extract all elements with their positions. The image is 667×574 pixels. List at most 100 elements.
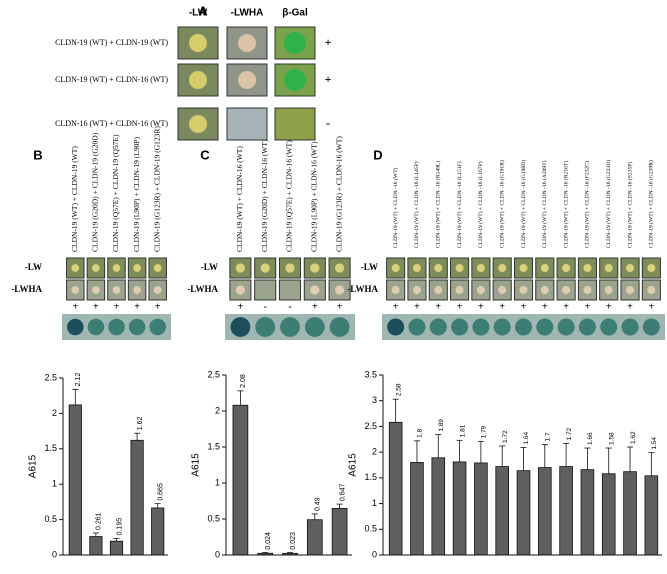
bar [130,439,144,556]
beta-gal-colony [108,318,125,336]
beta-gal-colony [642,318,660,336]
colony [133,264,141,272]
beta-gal-colony [255,317,276,337]
category-label: CLDN-19 (WT) + CLDN -16 (L167P) [477,161,484,248]
growth-sign: + [93,301,99,312]
value-label: 1.64 [523,431,530,444]
colony [260,263,270,273]
colony [112,264,121,272]
colony [310,263,320,273]
category-label: CLDN-19 (WT) + CLDN -16 (L145P) [413,161,420,248]
result: + [325,72,332,86]
growth-sign: + [627,301,633,312]
beta-gal-colony [387,318,405,336]
category-label: CLDN-19 (G123R) + CLDN-16 (WT) [334,136,343,252]
plate-row-label: -LWHA [347,284,378,294]
y-tick-label: 0 [372,549,377,559]
value-label: 0.647 [339,483,346,501]
growth-sign: + [114,301,120,312]
y-axis-label: A615 [28,454,39,478]
beta-gal-colony [578,318,596,336]
colony [334,285,345,295]
category-label: CLDN-19 (Q57E) + CLDN-19 (Q57E) [111,134,120,252]
growth-sign: + [606,301,612,312]
plate-row-label: -LWHA [187,284,218,294]
plate-row-label: -LW [201,262,218,272]
y-tick-label: 3 [372,395,377,405]
y-tick-label: 2.5 [44,372,57,382]
colony [153,264,162,272]
colony [92,286,100,294]
beta-gal-colony [621,318,639,336]
y-tick-label: 2.5 [364,421,377,431]
y-tick-label: 0 [215,549,220,559]
category-label: CLDN-19 (WT) + CLDN -16 (G198D) [520,160,527,248]
colony [476,286,485,294]
value-label: 1.89 [438,419,445,432]
y-tick-label: 0 [52,549,57,559]
colony [189,115,207,133]
beta-gal-colony [87,318,105,336]
y-tick-label: 1.5 [44,443,57,453]
value-label: 1.79 [481,425,488,438]
category-label: CLDN-19 (WT) + CLDN -16 (G191R) [498,160,505,248]
value-label: 0.024 [265,532,272,550]
plate-row-label: -LW [25,262,42,272]
growth-sign: + [648,301,654,312]
growth-sign: - [288,301,291,312]
colony [604,286,613,294]
beta-gal-colony [67,318,84,336]
beta-gal-colony [280,317,300,337]
panel-label: A [198,3,208,18]
colony [562,264,571,272]
colony [235,263,246,273]
colony [540,286,549,294]
colony [334,263,345,273]
colony [455,286,464,294]
panel-label: C [200,147,210,162]
colony [583,286,592,294]
y-tick-label: 2 [215,405,220,415]
beta-gal-colony [408,318,426,336]
colony [455,264,464,272]
bar [68,404,82,556]
beta-gal-colony [304,317,325,337]
category-label: CLDN-19 (WT) + CLDN -16 (G239R) [648,160,655,248]
beta-gal-colony [451,318,469,336]
colony [133,286,141,294]
colony [498,286,507,294]
category-label: CLDN-19 (WT) + CLDN -16 (R149L) [435,161,442,248]
beta-gal-colony [429,318,447,336]
beta-gal-colony [472,318,490,336]
category-label: CLDN-19 (WT) + CLDN -16 (G233D) [605,160,612,248]
growth-sign: - [264,301,267,312]
category-label: CLDN-19 (G20D) + CLDN-19 (G20D) [91,132,100,252]
growth-sign: + [155,301,161,312]
beta-gal-colony [600,318,618,336]
result: - [326,116,330,130]
bar [431,457,446,556]
colony [235,285,246,295]
plate-row-label: -LWHA [11,284,42,294]
category-label: CLDN-19 (G123R) + CLDN-19 (G123R) [152,126,161,252]
colony [434,286,443,294]
growth-sign: + [238,301,244,312]
y-axis-label: A615 [191,453,202,477]
bar [623,471,637,556]
category-label: CLDN-19 (Q57E) + CLDN-16 (WT) [285,140,294,252]
colony [583,264,592,272]
growth-sign: + [563,301,569,312]
bar [109,540,124,556]
plate [254,279,277,301]
value-label: 1.7 [545,432,552,441]
colony [71,264,80,272]
value-label: 2.08 [240,374,247,388]
colony [391,264,400,272]
bar [388,421,403,556]
plate [274,107,316,141]
bar [331,508,348,556]
value-label: 2.12 [75,373,82,387]
colony [189,34,207,52]
panel-label: D [373,147,382,162]
growth-sign: + [478,301,484,312]
